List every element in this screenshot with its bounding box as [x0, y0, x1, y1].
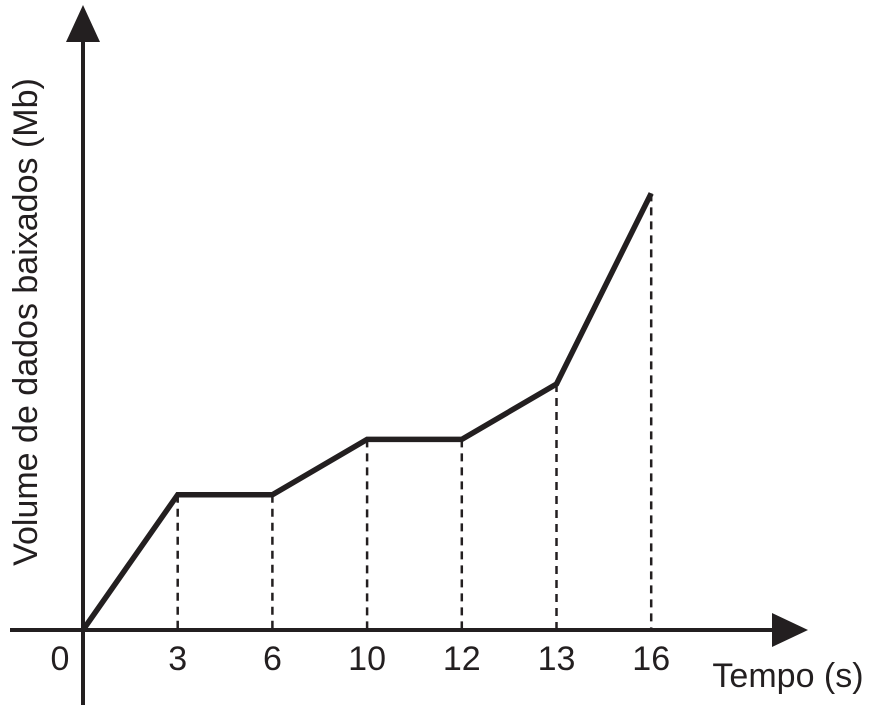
x-tick-label: 0: [51, 640, 70, 678]
x-tick-label: 12: [443, 640, 481, 678]
data-line: [80, 192, 654, 632]
x-axis-label: Tempo (s): [712, 657, 863, 695]
x-tick-label: 3: [168, 640, 187, 678]
y-axis-label: Volume de dados baixados (Mb): [7, 78, 45, 566]
x-tick-label: 16: [632, 640, 670, 678]
x-axis-arrow: [772, 613, 808, 647]
y-axis-arrow: [66, 5, 100, 42]
x-tick-label: 6: [263, 640, 282, 678]
x-tick-label: 13: [538, 640, 576, 678]
x-tick-label: 10: [348, 640, 386, 678]
